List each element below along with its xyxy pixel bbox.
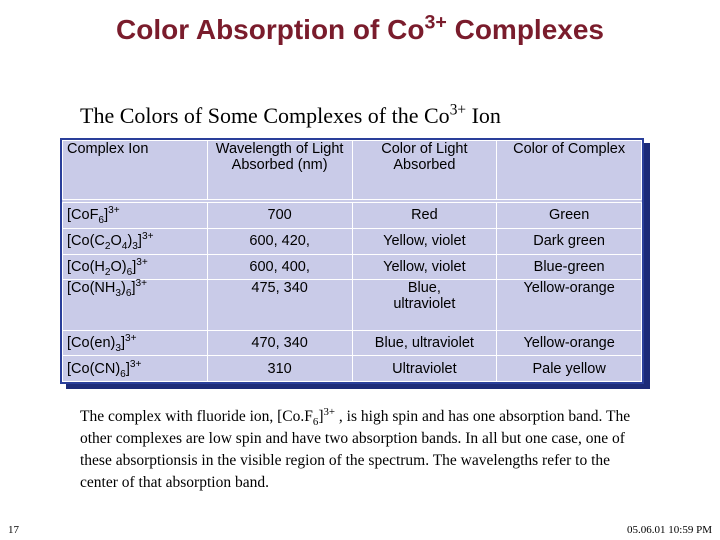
table-cell: 470, 340 <box>206 329 353 357</box>
text-run: The complex with fluoride ion, [Co.F <box>80 408 313 425</box>
text-run: ] <box>121 334 126 351</box>
table-row: [Co(C2O4)3]3+ 600, 420, Yellow, violet Dark… <box>62 227 642 255</box>
text-run: 3+ <box>449 101 467 119</box>
table-cell: Pale yellow <box>496 355 642 382</box>
table-cell: 310 <box>206 355 353 382</box>
table-cell: 700 <box>206 200 353 229</box>
text-line: Blue, <box>407 280 441 297</box>
text-run: ] <box>318 408 324 425</box>
text-run: 2 <box>104 266 111 278</box>
text-run: O) <box>110 258 127 275</box>
text-run: ] <box>131 280 136 297</box>
text-run: Color Absorption of Co <box>116 14 425 45</box>
table-row: [CoF6]3+ 700 Red Green <box>62 200 642 229</box>
column-header: Color of Complex <box>496 140 642 203</box>
text-run: [Co(H <box>67 258 105 275</box>
text-run: [Co(C <box>67 233 105 250</box>
table-cell: Dark green <box>496 227 642 255</box>
text-run: 3+ <box>129 358 142 370</box>
text-run: 3+ <box>108 205 120 217</box>
table-row: [Co(en)3]3+ 470, 340 Blue, ultraviolet Yell… <box>62 329 642 357</box>
column-header: Color of Light Absorbed <box>351 140 498 203</box>
text-run: 4 <box>121 241 128 253</box>
table-row: [Co(NH3)6]3+ 475, 340 Blue, ultraviolet Yell… <box>62 278 642 331</box>
page-number: 17 <box>8 524 19 536</box>
text-run: 6 <box>125 288 132 300</box>
text-run: ] <box>104 207 109 224</box>
text-run: 2 <box>104 241 111 253</box>
text-run: 3+ <box>136 257 148 269</box>
text-run: [Co(CN) <box>67 360 121 377</box>
text-run: 3 <box>132 241 138 253</box>
text-run: [CoF <box>67 207 99 224</box>
table-cell: 475, 340 <box>206 279 353 331</box>
table-cell: [Co(CN)6]3+ <box>62 355 208 382</box>
table-cell: Yellow-orange <box>496 279 642 331</box>
table-row: [Co(CN)6]3+ 310 Ultraviolet Pale yellow <box>62 355 642 382</box>
table-cell: Green <box>496 200 642 229</box>
table-cell: Blue, ultraviolet <box>351 279 498 331</box>
table-cell: 600, 400, <box>206 253 353 281</box>
text-run: ) <box>127 233 133 250</box>
text-run: 3+ <box>424 11 447 34</box>
table-frame: Complex Ion Wavelength of Light Absorbed … <box>60 138 644 384</box>
table-cell: Yellow, violet <box>351 253 498 281</box>
column-header: Wavelength of Light Absorbed (nm) <box>206 140 353 203</box>
table-cell: Blue, ultraviolet <box>351 329 498 357</box>
table-cell: Ultraviolet <box>351 355 498 382</box>
text-run: [Co(NH <box>67 280 116 297</box>
text-run: The Colors of Some Complexes of the Co <box>80 103 450 128</box>
text-run: 6 <box>126 266 133 278</box>
timestamp: 05.06.01 10:59 PM <box>627 524 712 536</box>
table-cell: 600, 420, <box>206 227 353 255</box>
text-line: ultraviolet <box>393 296 456 313</box>
text-run: ] <box>137 233 142 250</box>
text-run: Ion <box>466 103 501 128</box>
text-run: ] <box>132 258 137 275</box>
text-run: , is high spin and has one absorption ba… <box>80 408 631 491</box>
table-cell: Blue-green <box>496 253 642 281</box>
table-cell: [CoF6]3+ <box>62 200 208 229</box>
text-run: ) <box>120 280 126 297</box>
text-run: O <box>110 233 122 250</box>
text-run: 3+ <box>141 231 154 243</box>
subtitle: The Colors of Some Complexes of the Co3+… <box>80 101 501 129</box>
text-run: 3+ <box>125 333 137 345</box>
text-run: 6 <box>312 416 319 429</box>
text-run: 6 <box>98 215 105 227</box>
table-cell: Yellow, violet <box>351 227 498 255</box>
text-run: 6 <box>120 368 126 380</box>
table-cell: [Co(H2O)6]3+ <box>62 253 208 281</box>
data-table: Complex Ion Wavelength of Light Absorbed … <box>62 140 642 382</box>
table-cell: Yellow-orange <box>496 329 642 357</box>
text-run: 3 <box>115 288 121 300</box>
text-run: Complexes <box>446 14 604 45</box>
text-run: 3 <box>115 342 121 354</box>
text-run: [Co(en) <box>67 334 116 351</box>
text-run: ] <box>125 360 130 377</box>
table-cell: Red <box>351 200 498 229</box>
table-cell: [Co(NH3)6]3+ <box>62 278 208 331</box>
column-header: Complex Ion <box>62 140 208 203</box>
slide-title: Color Absorption of Co3+ Complexes <box>0 11 720 46</box>
text-run: 3+ <box>323 405 336 418</box>
table-cell: [Co(C2O4)3]3+ <box>62 227 208 255</box>
table-cell: [Co(en)3]3+ <box>62 329 208 357</box>
table-row: [Co(H2O)6]3+ 600, 400, Yellow, violet Blue-… <box>62 253 642 281</box>
paragraph: The complex with fluoride ion, [Co.F6]3+… <box>80 406 650 494</box>
text-run: 3+ <box>135 278 148 290</box>
